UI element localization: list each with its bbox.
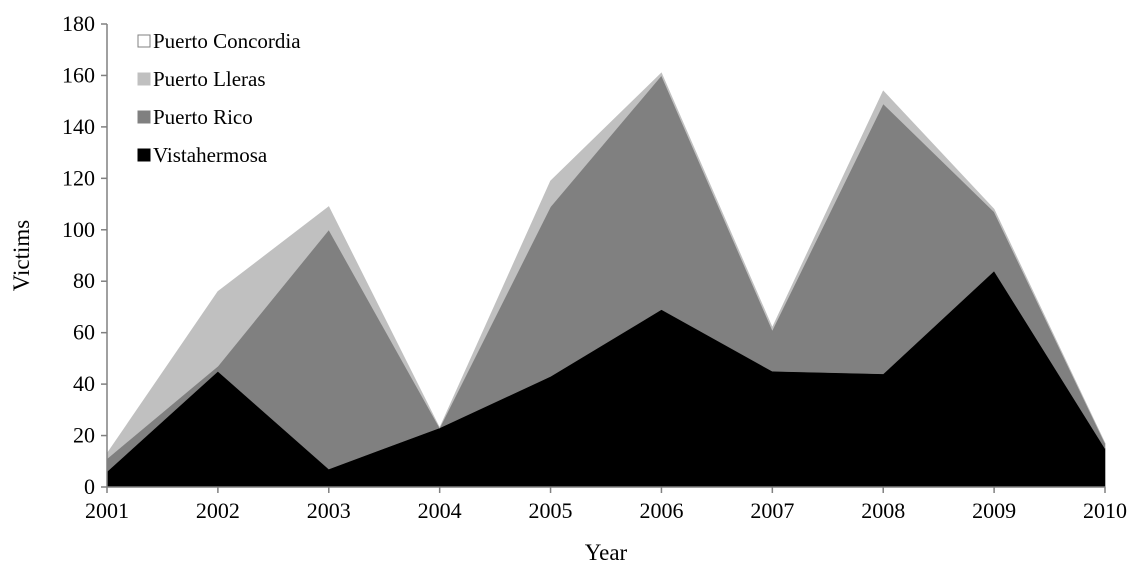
y-tick-label: 100 [62, 217, 95, 242]
x-tick-label: 2008 [861, 498, 905, 523]
x-tick-label: 2009 [972, 498, 1016, 523]
legend-swatch [137, 110, 151, 124]
legend: Puerto Concordia Puerto Lleras Puerto Rico… [137, 29, 301, 167]
y-tick-label: 140 [62, 114, 95, 139]
y-tick-label: 120 [62, 165, 95, 190]
legend-swatch [137, 34, 151, 48]
legend-label: Vistahermosa [153, 143, 268, 167]
legend-swatch [137, 72, 151, 86]
y-tick-label: 20 [73, 423, 95, 448]
legend-label: Puerto Concordia [153, 29, 301, 53]
x-tick-label: 2001 [85, 498, 129, 523]
x-tick-label: 2010 [1083, 498, 1127, 523]
x-axis-title: Year [585, 540, 628, 565]
area-puerto-lleras [106, 72, 1106, 460]
legend-label: Puerto Lleras [153, 67, 266, 91]
y-tick-label: 40 [73, 371, 95, 396]
x-tick-label: 2006 [639, 498, 683, 523]
y-tick-label: 80 [73, 268, 95, 293]
y-tick-label: 160 [62, 62, 95, 87]
tick-labels-group: 0 20 40 60 80 100 120 140 160 180 2001 2002 2003 2004… [62, 11, 1127, 523]
y-tick-label: 0 [84, 474, 95, 499]
y-axis-title: Victims [9, 220, 34, 291]
x-tick-label: 2004 [418, 498, 462, 523]
y-tick-label: 180 [62, 11, 95, 36]
x-tick-label: 2005 [529, 498, 573, 523]
legend-label: Puerto Rico [153, 105, 253, 129]
axes-group [101, 23, 1106, 493]
legend-swatch [137, 148, 151, 162]
y-tick-label: 60 [73, 320, 95, 345]
x-tick-label: 2007 [750, 498, 794, 523]
x-tick-label: 2003 [307, 498, 351, 523]
area-series-group [106, 72, 1106, 488]
x-tick-label: 2002 [196, 498, 240, 523]
